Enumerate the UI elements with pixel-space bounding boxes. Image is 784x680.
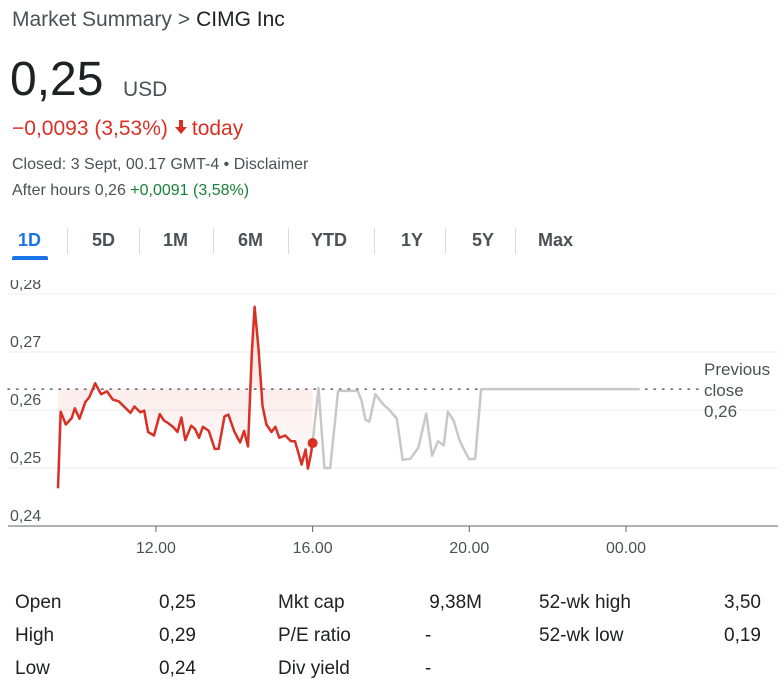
- stat-value-high: 0,29: [159, 625, 196, 646]
- stat-label-52wk-high: 52-wk high: [539, 592, 631, 613]
- stat-value-open: 0,25: [159, 592, 196, 613]
- regular-line: [56, 305, 314, 489]
- tab-1m[interactable]: 1M: [163, 230, 189, 250]
- y-tick-label: 0,26: [10, 392, 41, 409]
- regular-session-area: [58, 306, 313, 489]
- y-tick-label: 0,24: [10, 508, 41, 525]
- y-tick-label: 0,25: [10, 450, 41, 467]
- tab-5y[interactable]: 5Y: [472, 230, 495, 250]
- stat-value-pe-ratio: -: [425, 625, 432, 646]
- tab-divider: [288, 228, 289, 254]
- previous-close-label: 0,26: [704, 402, 737, 421]
- stat-value-52wk-low: 0,19: [724, 625, 761, 646]
- x-tick-label: 16.00: [293, 540, 333, 557]
- stat-label-mkt-cap: Mkt cap: [278, 592, 345, 613]
- after_hours-line: [311, 386, 640, 470]
- x-tick-label: 12.00: [136, 540, 176, 557]
- tab-6m[interactable]: 6M: [238, 230, 264, 250]
- after-hours: After hours 0,26 +0,0091 (3,58%): [12, 182, 249, 200]
- stat-label-pe-ratio: P/E ratio: [278, 625, 351, 646]
- tab-divider: [67, 228, 68, 254]
- y-tick-label: 0,27: [10, 334, 41, 351]
- arrow-down-icon: [174, 117, 188, 141]
- change-period: today: [191, 117, 244, 140]
- tab-5d[interactable]: 5D: [92, 230, 116, 250]
- x-tick-label: 00.00: [606, 540, 646, 557]
- current-price: 0,25: [10, 53, 104, 106]
- market-status: Closed: 3 Sept, 00.17 GMT-4 • Disclaimer: [12, 156, 309, 173]
- price-chart[interactable]: 0,28 0,27 0,26 0,25 0,24 12.00 16.00 20.00 00.00…: [0, 280, 784, 560]
- stat-label-high: High: [15, 625, 55, 646]
- tab-divider: [139, 228, 140, 254]
- tab-divider: [515, 228, 516, 254]
- y-tick-label: 0,28: [10, 280, 41, 293]
- last-price-marker: [307, 438, 318, 449]
- breadcrumb-separator: >: [177, 8, 191, 31]
- x-tick-label: 20.00: [449, 540, 489, 557]
- stat-value-52wk-high: 3,50: [724, 592, 761, 613]
- tab-1d[interactable]: 1D: [18, 230, 42, 250]
- price-change: −0,0093 (3,53%) today: [12, 117, 243, 141]
- stat-value-mkt-cap: 9,38M: [429, 592, 482, 613]
- tab-divider: [374, 228, 375, 254]
- currency-label: USD: [123, 78, 168, 101]
- breadcrumb-parent[interactable]: Market Summary: [12, 8, 172, 31]
- stat-label-52wk-low: 52-wk low: [539, 625, 624, 646]
- tab-max[interactable]: Max: [538, 230, 574, 250]
- after-hours-change: +0,0091 (3,58%): [130, 182, 250, 199]
- tab-1y[interactable]: 1Y: [401, 230, 424, 250]
- after-hours-label: After hours 0,26: [12, 182, 126, 199]
- stat-value-low: 0,24: [159, 658, 196, 679]
- stat-label-div-yield: Div yield: [278, 658, 350, 679]
- tab-divider: [213, 228, 214, 254]
- stat-label-low: Low: [15, 658, 50, 679]
- breadcrumb-current: CIMG Inc: [196, 8, 285, 31]
- breadcrumb: Market Summary > CIMG Inc: [12, 8, 285, 32]
- previous-close-label: close: [704, 381, 744, 400]
- tab-divider: [445, 228, 446, 254]
- change-value: −0,0093 (3,53%): [12, 117, 168, 140]
- active-tab-indicator: [12, 256, 48, 260]
- previous-close-label: Previous: [704, 360, 770, 379]
- stat-label-open: Open: [15, 592, 62, 613]
- time-range-tabs: 1D 5D 1M 6M YTD 1Y 5Y Max: [0, 222, 784, 262]
- tab-ytd[interactable]: YTD: [311, 230, 347, 250]
- stat-value-div-yield: -: [425, 658, 432, 679]
